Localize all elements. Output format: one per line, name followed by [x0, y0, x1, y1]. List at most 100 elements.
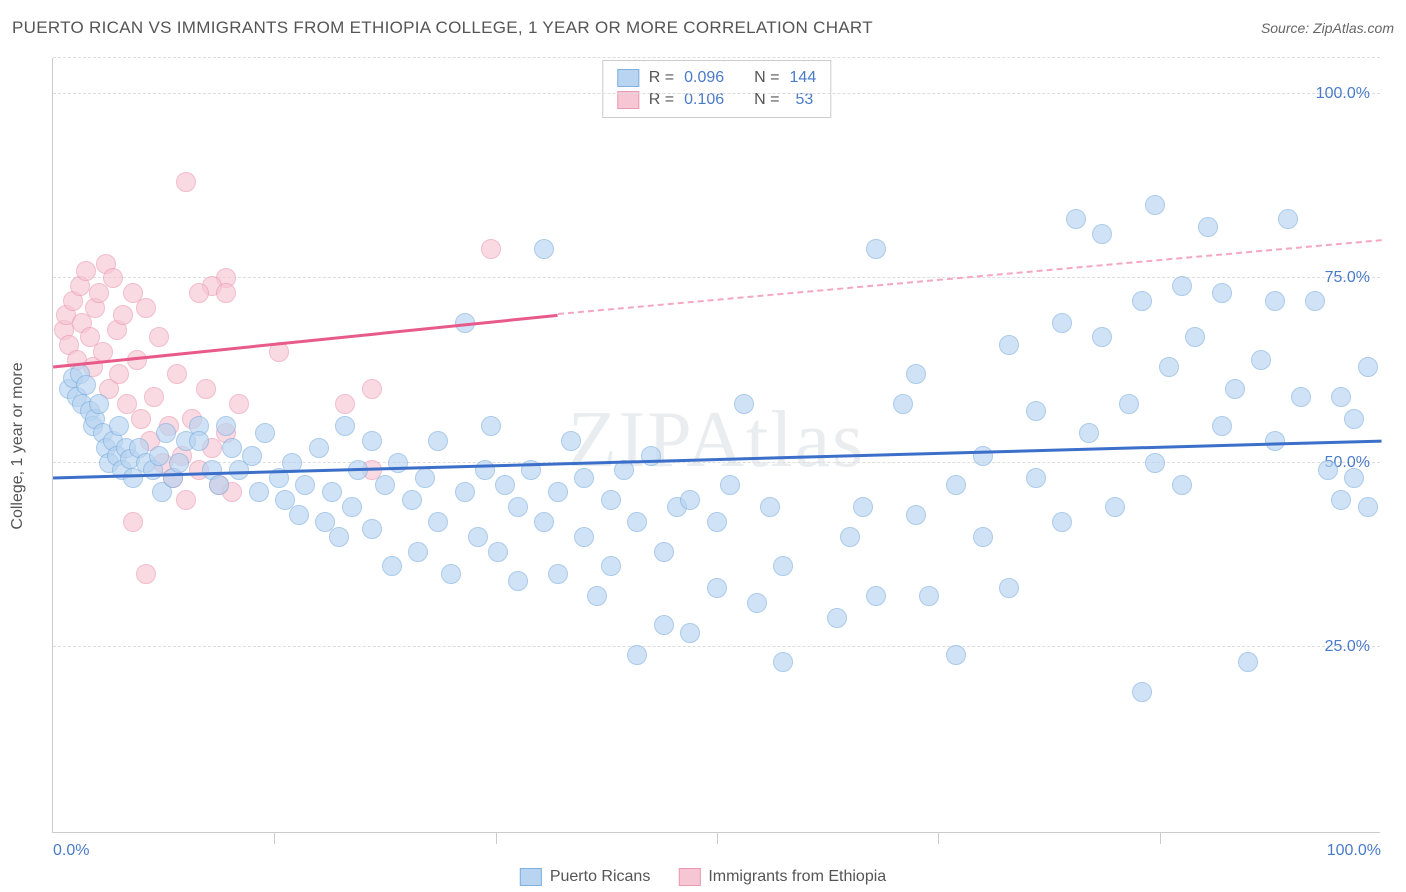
scatter-point	[1344, 409, 1364, 429]
scatter-point	[1225, 379, 1245, 399]
scatter-point	[1331, 387, 1351, 407]
scatter-point	[999, 335, 1019, 355]
scatter-point	[109, 416, 129, 436]
scatter-point	[1251, 350, 1271, 370]
x-tick	[496, 832, 497, 844]
scatter-point	[255, 423, 275, 443]
scatter-point	[216, 283, 236, 303]
scatter-point	[362, 379, 382, 399]
watermark-text: ZIPAtlas	[568, 395, 866, 486]
scatter-point	[1344, 468, 1364, 488]
scatter-point	[229, 394, 249, 414]
legend-item: Immigrants from Ethiopia	[678, 868, 886, 886]
plot-area: ZIPAtlas R = 0.096 N = 144 R = 0.106 N =…	[52, 58, 1380, 833]
y-tick-label: 100.0%	[1316, 85, 1370, 103]
scatter-point	[495, 475, 515, 495]
scatter-point	[136, 298, 156, 318]
scatter-point	[561, 431, 581, 451]
scatter-point	[627, 512, 647, 532]
scatter-point	[1105, 497, 1125, 517]
scatter-point	[1185, 327, 1205, 347]
scatter-point	[1172, 475, 1192, 495]
scatter-point	[329, 527, 349, 547]
scatter-point	[342, 497, 362, 517]
x-tick-label: 0.0%	[53, 842, 89, 860]
scatter-point	[587, 586, 607, 606]
swatch-icon	[520, 868, 542, 886]
scatter-point	[1052, 313, 1072, 333]
scatter-point	[1066, 209, 1086, 229]
scatter-point	[131, 409, 151, 429]
scatter-point	[103, 268, 123, 288]
scatter-point	[1026, 468, 1046, 488]
scatter-point	[601, 490, 621, 510]
scatter-point	[840, 527, 860, 547]
scatter-point	[1278, 209, 1298, 229]
scatter-point	[508, 497, 528, 517]
scatter-point	[382, 556, 402, 576]
scatter-point	[1358, 357, 1378, 377]
scatter-point	[946, 645, 966, 665]
scatter-point	[680, 623, 700, 643]
x-tick	[717, 832, 718, 844]
scatter-point	[1145, 195, 1165, 215]
source-label: Source:	[1261, 20, 1309, 36]
scatter-point	[707, 578, 727, 598]
scatter-point	[1318, 460, 1338, 480]
scatter-point	[1212, 416, 1232, 436]
scatter-point	[1026, 401, 1046, 421]
scatter-point	[196, 379, 216, 399]
scatter-point	[76, 261, 96, 281]
scatter-point	[189, 431, 209, 451]
scatter-point	[309, 438, 329, 458]
scatter-point	[335, 416, 355, 436]
scatter-point	[1092, 327, 1112, 347]
source-name: ZipAtlas.com	[1313, 20, 1394, 36]
stats-row: R = 0.096 N = 144	[617, 67, 816, 89]
r-value: 0.096	[684, 69, 724, 87]
scatter-point	[455, 482, 475, 502]
scatter-point	[468, 527, 488, 547]
scatter-point	[773, 652, 793, 672]
scatter-point	[680, 490, 700, 510]
scatter-point	[827, 608, 847, 628]
scatter-point	[176, 172, 196, 192]
y-tick-label: 75.0%	[1325, 269, 1370, 287]
scatter-point	[441, 564, 461, 584]
scatter-point	[1238, 652, 1258, 672]
scatter-point	[1305, 291, 1325, 311]
x-tick	[274, 832, 275, 844]
scatter-point	[322, 482, 342, 502]
scatter-point	[866, 239, 886, 259]
scatter-point	[734, 394, 754, 414]
scatter-point	[919, 586, 939, 606]
scatter-point	[601, 556, 621, 576]
gridline	[53, 646, 1380, 647]
scatter-point	[946, 475, 966, 495]
r-label: R =	[649, 69, 674, 87]
scatter-point	[548, 482, 568, 502]
stats-legend: R = 0.096 N = 144 R = 0.106 N = 53	[602, 60, 831, 118]
scatter-point	[1132, 682, 1152, 702]
scatter-point	[249, 482, 269, 502]
scatter-point	[654, 615, 674, 635]
scatter-point	[481, 239, 501, 259]
scatter-point	[156, 423, 176, 443]
scatter-point	[853, 497, 873, 517]
scatter-point	[1212, 283, 1232, 303]
scatter-point	[1331, 490, 1351, 510]
scatter-point	[144, 387, 164, 407]
scatter-point	[408, 542, 428, 562]
scatter-point	[906, 505, 926, 525]
scatter-point	[574, 468, 594, 488]
bottom-legend: Puerto Ricans Immigrants from Ethiopia	[520, 868, 886, 886]
scatter-point	[1291, 387, 1311, 407]
scatter-point	[167, 364, 187, 384]
chart-title: PUERTO RICAN VS IMMIGRANTS FROM ETHIOPIA…	[12, 18, 873, 38]
scatter-point	[707, 512, 727, 532]
scatter-point	[109, 364, 129, 384]
x-tick	[938, 832, 939, 844]
scatter-point	[534, 239, 554, 259]
source-attribution: Source: ZipAtlas.com	[1261, 20, 1394, 36]
legend-label: Immigrants from Ethiopia	[708, 868, 886, 886]
